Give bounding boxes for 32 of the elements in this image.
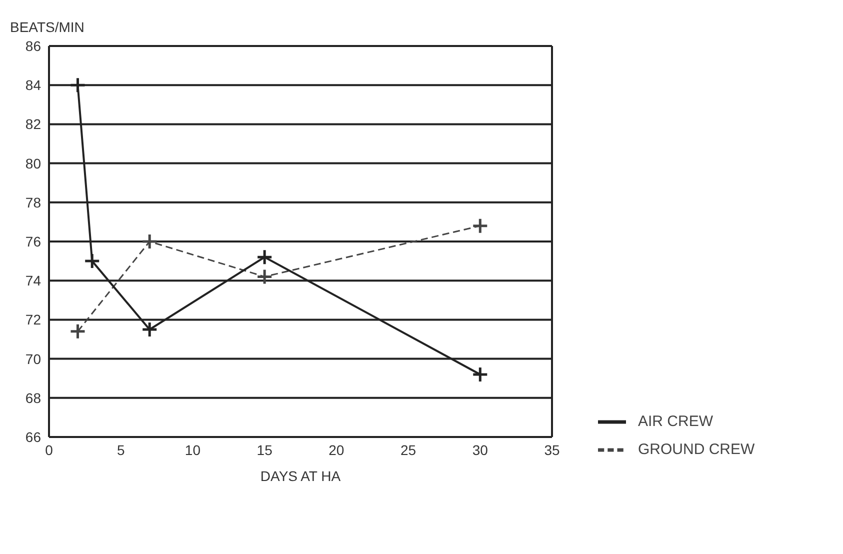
x-tick-label: 15	[256, 442, 273, 458]
point	[84, 252, 100, 270]
legend-label: AIR CREW	[638, 412, 713, 430]
point	[141, 321, 158, 338]
x-tick-label: 10	[184, 442, 201, 458]
y-tick-label: 76	[25, 233, 42, 250]
y-tick-label: 66	[25, 428, 42, 445]
y-tick-label: 68	[25, 390, 42, 406]
x-tick-label: 20	[328, 442, 344, 458]
y-tick-label: 86	[25, 38, 42, 54]
x-tick-label: 0	[45, 442, 54, 458]
legend-label: GROUND CREW	[638, 440, 755, 458]
y-axis-title: BEATS/MIN	[10, 19, 84, 35]
y-tick-label: 78	[25, 194, 42, 210]
y-tick-label: 80	[25, 155, 42, 172]
point	[69, 323, 86, 340]
point	[69, 76, 86, 94]
x-tick-label: 25	[400, 442, 416, 458]
x-tick-label: 35	[544, 442, 560, 458]
y-tick-label: 74	[25, 272, 42, 289]
point	[472, 366, 488, 383]
point	[256, 248, 273, 266]
y-tick-label: 82	[25, 116, 42, 132]
point	[141, 233, 158, 250]
x-tick-label: 5	[116, 442, 125, 458]
y-tick-label: 70	[25, 350, 42, 367]
point	[256, 268, 273, 285]
y-tick-label: 72	[25, 312, 42, 328]
x-axis-title: DAYS AT HA	[260, 468, 342, 484]
y-tick-label: 84	[25, 77, 42, 94]
point	[472, 218, 488, 234]
x-tick-label: 30	[472, 442, 488, 458]
